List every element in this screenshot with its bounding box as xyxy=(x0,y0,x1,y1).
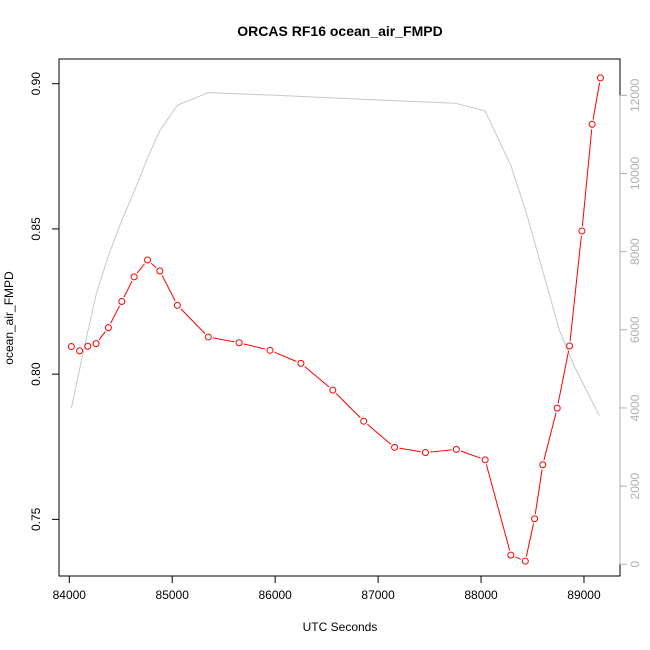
primary-series-segment xyxy=(557,350,570,404)
primary-series-point xyxy=(553,404,561,412)
primary-series-point xyxy=(92,340,100,348)
primary-series-point xyxy=(588,120,596,128)
plot-area-frame xyxy=(58,58,621,577)
chart-title: ORCAS RF16 ocean_air_FMPD xyxy=(237,23,442,39)
primary-series-point xyxy=(104,324,112,332)
x-tick-label: 85000 xyxy=(156,588,190,602)
primary-series-point xyxy=(391,443,399,451)
primary-series-point xyxy=(596,74,604,82)
primary-series-segment xyxy=(161,275,176,302)
primary-series-segment xyxy=(123,280,133,298)
y-axis-right: 0 2000 4000 6000 8000 10000 12000 xyxy=(619,78,642,568)
primary-series-point xyxy=(76,347,84,355)
y-tick-label: 0.75 xyxy=(29,507,43,531)
primary-series-point xyxy=(481,456,489,464)
primary-series-segment xyxy=(515,556,522,560)
y-tick-label: 0.90 xyxy=(29,72,43,96)
primary-series-segment xyxy=(180,308,206,334)
primary-series-segment xyxy=(525,523,535,557)
primary-series-point xyxy=(531,515,539,523)
primary-series-point xyxy=(360,417,368,425)
y2-tick-label: 10000 xyxy=(628,156,642,190)
x-tick-label: 86000 xyxy=(258,588,292,602)
y2-tick-label: 0 xyxy=(628,561,642,568)
primary-series-point xyxy=(329,386,337,394)
x-tick-label: 84000 xyxy=(53,588,87,602)
x-tick-label: 89000 xyxy=(567,588,601,602)
primary-series-point xyxy=(297,359,305,367)
y2-tick-label: 4000 xyxy=(628,394,642,421)
primary-series-point xyxy=(452,445,460,453)
y-axis-left: 0.75 0.80 0.85 0.90 xyxy=(29,72,60,531)
primary-series-point xyxy=(84,342,92,350)
primary-series-segment xyxy=(98,331,106,341)
primary-series-segment xyxy=(212,337,235,343)
secondary-series-group xyxy=(70,92,600,417)
primary-series-point xyxy=(118,298,126,306)
x-tick-label: 87000 xyxy=(361,588,395,602)
primary-series-segment xyxy=(243,343,266,350)
primary-series-point xyxy=(266,346,274,354)
primary-series-segment xyxy=(367,423,392,445)
primary-series-group xyxy=(67,74,604,565)
y2-tick-label: 2000 xyxy=(628,472,642,499)
primary-series-segment xyxy=(543,412,557,461)
x-axis: 84000 85000 86000 87000 88000 89000 xyxy=(53,575,601,602)
primary-series-point xyxy=(578,227,586,235)
primary-series-point xyxy=(130,273,138,281)
primary-series-segment xyxy=(110,305,121,324)
y-axis-label: ocean_air_FMPD xyxy=(2,271,16,365)
y2-tick-label: 12000 xyxy=(628,78,642,112)
primary-series-point xyxy=(156,267,164,275)
primary-series-segment xyxy=(569,235,582,342)
primary-series-segment xyxy=(399,447,421,453)
primary-series-segment xyxy=(592,82,601,120)
primary-series-segment xyxy=(136,263,145,274)
primary-series-point xyxy=(539,461,547,469)
x-axis-label: UTC Seconds xyxy=(303,620,378,634)
primary-series-segment xyxy=(430,449,452,453)
primary-series-segment xyxy=(274,351,297,362)
primary-series-segment xyxy=(335,393,361,419)
primary-series-segment xyxy=(150,262,157,269)
y-tick-label: 0.80 xyxy=(29,362,43,386)
primary-series-point xyxy=(204,333,212,341)
secondary-series-line xyxy=(70,92,600,417)
y-tick-label: 0.85 xyxy=(29,217,43,241)
primary-series-segment xyxy=(581,129,593,227)
primary-series-point xyxy=(235,339,243,347)
primary-series-segment xyxy=(485,464,511,551)
x-tick-label: 88000 xyxy=(464,588,498,602)
primary-series-segment xyxy=(460,450,481,459)
primary-series-point xyxy=(67,343,75,351)
y2-tick-label: 8000 xyxy=(628,238,642,265)
primary-series-segment xyxy=(304,366,330,388)
primary-series-point xyxy=(566,342,574,350)
primary-series-segment xyxy=(534,469,543,515)
primary-series-point xyxy=(507,551,515,559)
primary-series-point xyxy=(173,301,181,309)
y2-tick-label: 6000 xyxy=(628,316,642,343)
primary-series-point xyxy=(521,557,529,565)
primary-series-point xyxy=(421,449,429,457)
primary-series-point xyxy=(144,256,152,264)
